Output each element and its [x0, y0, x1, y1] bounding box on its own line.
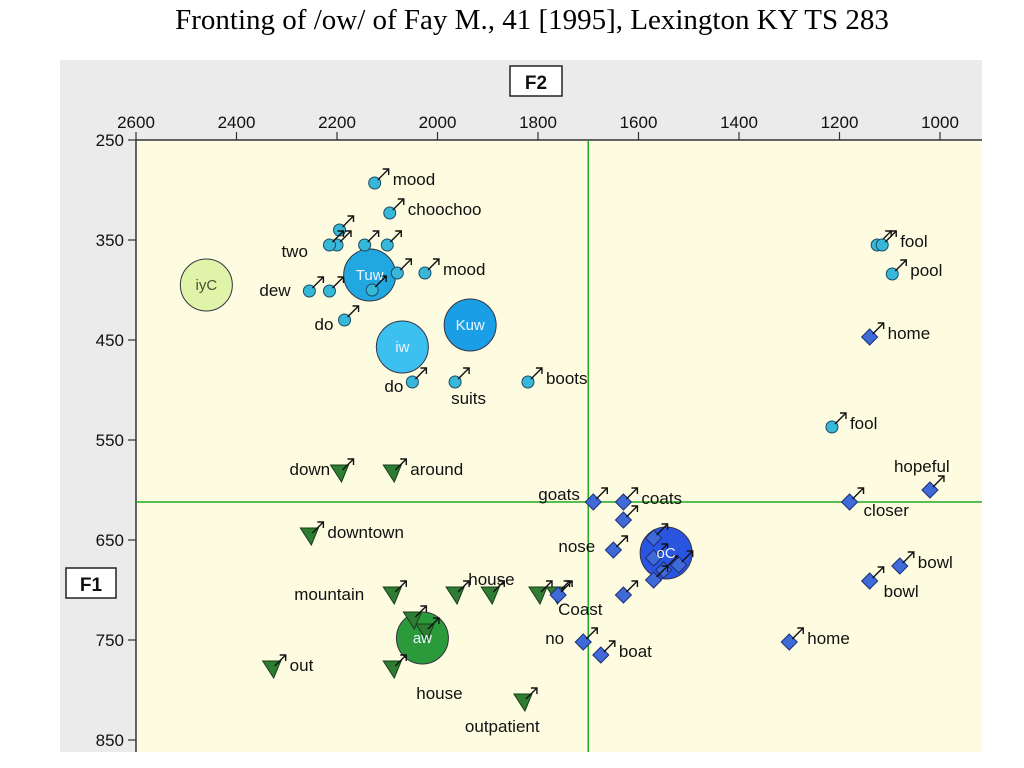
token-label: out [290, 656, 314, 675]
token-label: pool [910, 261, 942, 280]
token-label: around [410, 460, 463, 479]
token-label: mountain [294, 585, 364, 604]
token-label: outpatient [465, 717, 540, 736]
mean-label: iyC [196, 277, 218, 294]
token-label: boat [619, 642, 652, 661]
plot-area [136, 140, 982, 752]
x-tick-label: 1400 [720, 113, 758, 132]
x-tick-label: 2000 [419, 113, 457, 132]
y-tick-label: 350 [96, 231, 124, 250]
mean-label: Tuw [356, 267, 384, 284]
y-tick-label: 850 [96, 731, 124, 750]
token-label: hopeful [894, 457, 950, 476]
token-label: coats [641, 489, 682, 508]
token-label: do [384, 377, 403, 396]
token-label: mood [393, 170, 436, 189]
token-label: downtown [327, 523, 404, 542]
token-label: home [807, 629, 850, 648]
token-label: fool [850, 414, 877, 433]
x-axis-label: F2 [525, 73, 547, 94]
x-tick-label: 1800 [519, 113, 557, 132]
y-tick-label: 650 [96, 531, 124, 550]
token-label: mood [443, 260, 486, 279]
y-axis-label: F1 [80, 575, 103, 596]
token-label: bowl [884, 582, 919, 601]
vowel-chart: 2600 2400 2200 2000 1800 1600 1400 1200 1000 250 3… [0, 0, 1024, 768]
token-label: fool [900, 232, 927, 251]
mean-label: iw [395, 339, 409, 356]
token-label: house [468, 570, 514, 589]
token-label: Coast [558, 600, 603, 619]
x-tick-label: 1000 [921, 113, 959, 132]
token-label: no [545, 629, 564, 648]
x-tick-label: 2200 [318, 113, 356, 132]
token-label: goats [538, 485, 580, 504]
mean-label: Kuw [456, 317, 485, 334]
token-label: suits [451, 389, 486, 408]
token-label: two [281, 242, 307, 261]
y-tick-label: 750 [96, 631, 124, 650]
token-label: nose [558, 537, 595, 556]
token-label: closer [864, 501, 910, 520]
token-label: choochoo [408, 200, 482, 219]
token-label: house [416, 684, 462, 703]
mean-label: oC [657, 545, 676, 562]
token-label: do [315, 315, 334, 334]
y-tick-label: 450 [96, 331, 124, 350]
x-tick-label: 2400 [218, 113, 256, 132]
token-label: bowl [918, 553, 953, 572]
x-tick-label: 2600 [117, 113, 155, 132]
mean-label: aw [413, 630, 432, 647]
x-tick-label: 1200 [821, 113, 859, 132]
y-tick-label: 250 [96, 131, 124, 150]
x-tick-label: 1600 [620, 113, 658, 132]
y-tick-label: 550 [96, 431, 124, 450]
token-label: home [888, 324, 931, 343]
token-label: boots [546, 369, 588, 388]
token-label: down [290, 460, 331, 479]
token-label: dew [259, 281, 291, 300]
